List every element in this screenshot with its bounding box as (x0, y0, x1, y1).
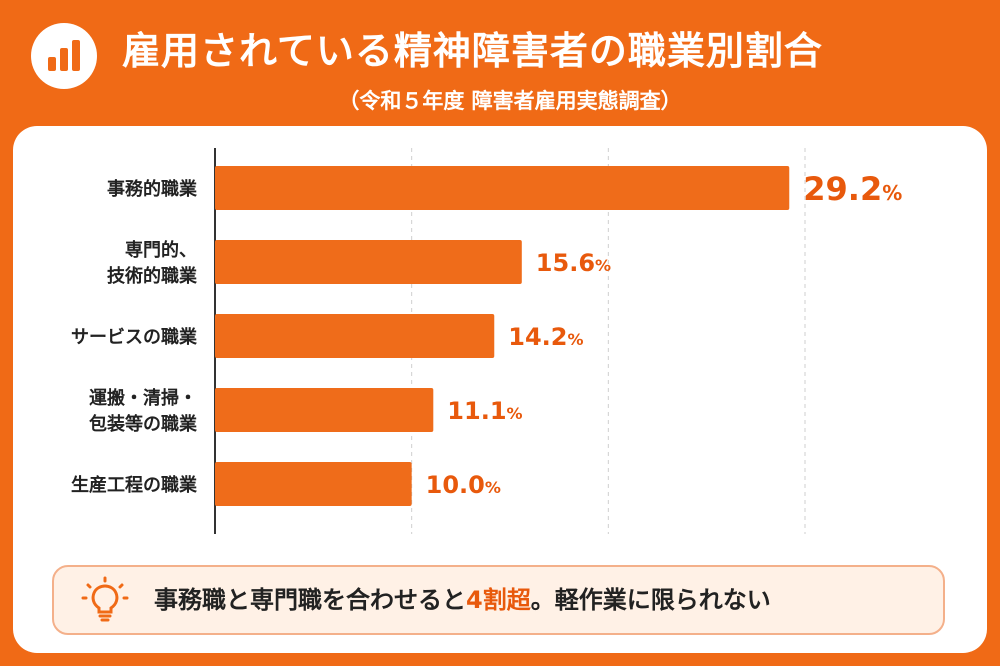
category-label: 運搬・清掃・包装等の職業 (89, 387, 198, 435)
category-label: サービスの職業 (71, 326, 198, 348)
callout-text: 事務職と専門職を合わせると4割超。軽作業に限られない (154, 567, 771, 633)
page-title: 雇用されている精神障害者の職業別割合 (122, 29, 823, 73)
value-label: 10.0% (426, 471, 501, 499)
value-label: 29.2% (803, 170, 902, 208)
callout-text-after: 。軽作業に限られない (530, 586, 771, 614)
category-label: 事務的職業 (107, 178, 198, 200)
bar (215, 388, 434, 432)
insight-callout: 事務職と専門職を合わせると4割超。軽作業に限られない (52, 565, 945, 635)
value-label: 14.2% (508, 323, 583, 351)
value-label: 11.1% (447, 397, 522, 425)
callout-highlight: 4割超 (466, 586, 531, 614)
callout-text-before: 事務職と専門職を合わせると (154, 586, 466, 614)
bar (215, 166, 790, 210)
bar (215, 240, 522, 284)
bar-chart-icon (31, 23, 97, 89)
category-label: 専門的、技術的職業 (107, 239, 198, 287)
value-label: 15.6% (536, 249, 611, 277)
bar (215, 314, 495, 358)
bar (215, 462, 412, 506)
bar-chart: 事務的職業 29.2% 専門的、技術的職業 15.6% サービスの職業 14.2% 運搬・清… (71, 148, 902, 534)
lightbulb-icon (81, 576, 129, 622)
category-label: 生産工程の職業 (71, 474, 198, 496)
page-subtitle: （令和５年度 障害者雇用実態調査） (338, 89, 682, 113)
